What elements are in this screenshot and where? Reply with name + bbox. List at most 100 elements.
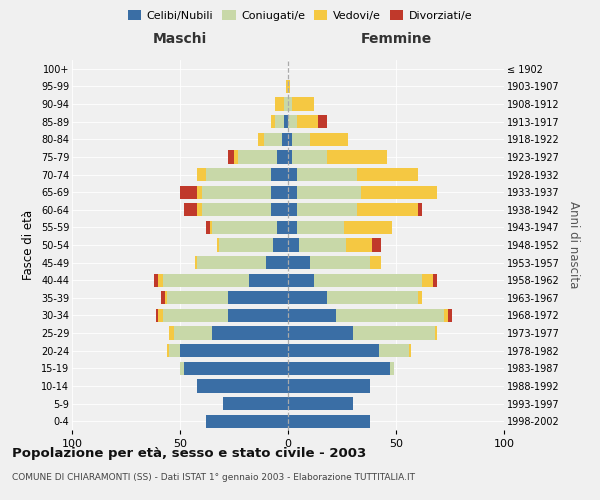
Bar [344,221,392,234]
Bar [288,274,314,287]
Bar [219,238,273,252]
Bar [288,414,370,428]
Bar [277,150,288,164]
Bar [314,274,422,287]
Bar [292,98,314,110]
Bar [184,203,197,216]
Bar [264,132,281,146]
Bar [197,380,288,392]
Bar [433,274,437,287]
Bar [318,115,327,128]
Bar [206,221,210,234]
Bar [288,203,296,216]
Bar [266,256,288,269]
Bar [238,150,277,164]
Bar [156,309,158,322]
Bar [206,168,271,181]
Text: Femmine: Femmine [361,32,431,46]
Bar [299,238,346,252]
Bar [288,115,296,128]
Bar [288,150,292,164]
Bar [249,274,288,287]
Bar [422,274,433,287]
Bar [167,344,169,358]
Bar [212,221,277,234]
Bar [296,186,361,198]
Bar [163,309,227,322]
Bar [327,150,388,164]
Bar [288,309,335,322]
Bar [288,380,370,392]
Bar [258,132,264,146]
Bar [286,80,288,93]
Bar [234,150,238,164]
Bar [180,344,288,358]
Bar [370,256,381,269]
Bar [296,203,357,216]
Bar [167,291,227,304]
Bar [180,186,197,198]
Legend: Celibi/Nubili, Coniugati/e, Vedovi/e, Divorziati/e: Celibi/Nubili, Coniugati/e, Vedovi/e, Di… [124,6,476,25]
Bar [448,309,452,322]
Bar [288,238,299,252]
Bar [361,186,437,198]
Bar [292,132,310,146]
Bar [275,98,284,110]
Bar [163,274,249,287]
Bar [418,203,422,216]
Bar [288,362,389,375]
Bar [418,291,422,304]
Bar [277,221,288,234]
Bar [335,309,443,322]
Bar [227,309,288,322]
Bar [372,238,381,252]
Text: Maschi: Maschi [153,32,207,46]
Bar [184,362,288,375]
Bar [288,344,379,358]
Bar [197,168,206,181]
Bar [296,168,357,181]
Bar [389,362,394,375]
Bar [284,98,288,110]
Bar [288,221,296,234]
Bar [435,326,437,340]
Bar [202,203,271,216]
Bar [346,238,372,252]
Bar [158,309,163,322]
Bar [227,291,288,304]
Bar [223,397,288,410]
Text: Popolazione per età, sesso e stato civile - 2003: Popolazione per età, sesso e stato civil… [12,448,366,460]
Bar [217,238,219,252]
Y-axis label: Fasce di età: Fasce di età [22,210,35,280]
Bar [169,344,180,358]
Bar [292,150,327,164]
Bar [288,80,290,93]
Bar [288,397,353,410]
Bar [288,291,327,304]
Bar [165,291,167,304]
Bar [288,256,310,269]
Bar [288,132,292,146]
Bar [227,150,234,164]
Bar [161,291,165,304]
Bar [409,344,411,358]
Bar [288,186,296,198]
Bar [210,221,212,234]
Bar [275,115,284,128]
Bar [158,274,163,287]
Bar [327,291,418,304]
Bar [197,203,202,216]
Bar [284,115,288,128]
Bar [212,326,288,340]
Bar [271,168,288,181]
Bar [271,186,288,198]
Bar [288,168,296,181]
Bar [195,256,197,269]
Bar [273,238,288,252]
Bar [379,344,409,358]
Bar [180,362,184,375]
Bar [357,203,418,216]
Bar [202,186,271,198]
Text: COMUNE DI CHIARAMONTI (SS) - Dati ISTAT 1° gennaio 2003 - Elaborazione TUTTITALI: COMUNE DI CHIARAMONTI (SS) - Dati ISTAT … [12,472,415,482]
Bar [197,256,266,269]
